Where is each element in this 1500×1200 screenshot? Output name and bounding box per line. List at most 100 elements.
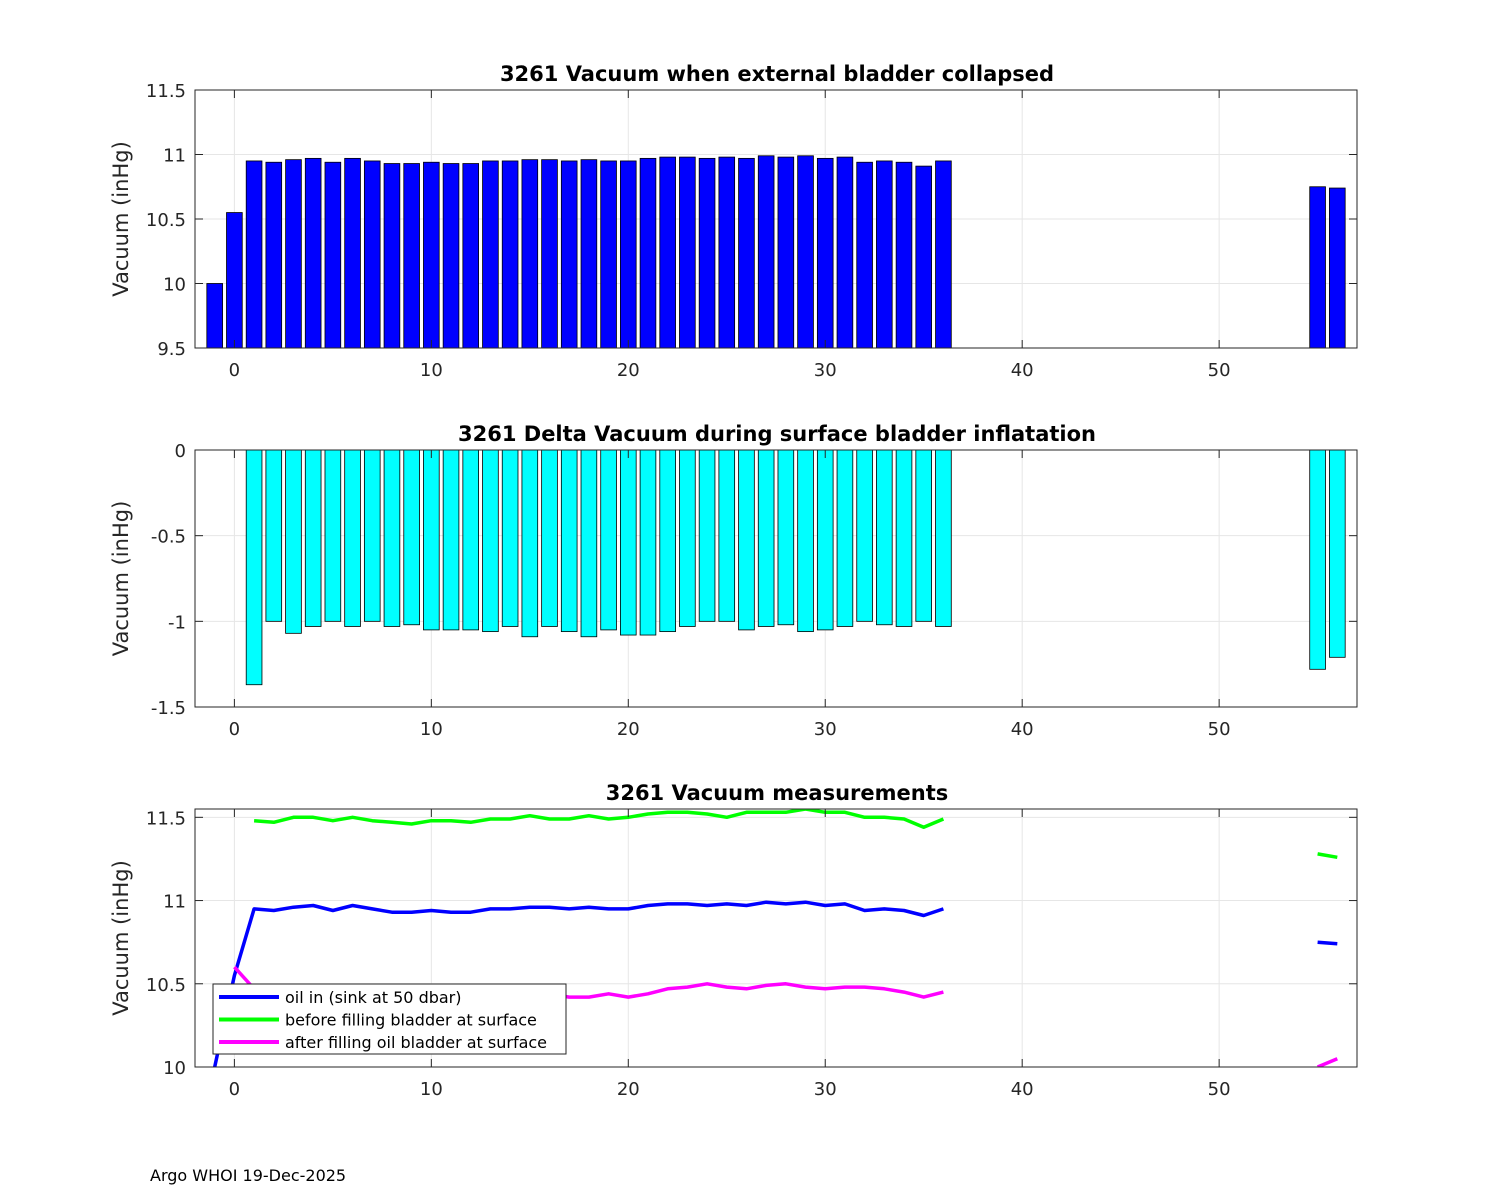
y-tick-label: -0.5 [151, 527, 186, 548]
x-tick-label: 0 [229, 719, 240, 740]
bar [836, 450, 854, 627]
chart-2: 0 10 20 30 40 50 -1.5 -1 -0.5 0 3261 Delta Vacuum … [109, 422, 1358, 740]
bar [403, 450, 420, 626]
y-tick-label: 0 [175, 441, 186, 462]
bar [797, 450, 814, 633]
bar [462, 450, 480, 631]
y-axis-label: Vacuum (inHg) [109, 501, 133, 657]
bar [245, 450, 263, 686]
chart-title: 3261 Delta Vacuum during surface bladder… [458, 422, 1096, 446]
bar [718, 450, 736, 622]
bar [383, 450, 401, 627]
bar [226, 212, 243, 348]
bar [659, 450, 676, 633]
bar [738, 450, 755, 631]
bar [1329, 187, 1346, 348]
bar [915, 165, 932, 348]
bar [1309, 186, 1326, 348]
legend: oil in (sink at 50 dbar) before filling b… [212, 983, 567, 1055]
y-tick-label: 11 [163, 892, 186, 913]
bar [600, 160, 617, 348]
bar [698, 450, 716, 622]
x-tick-label: 20 [617, 1079, 640, 1100]
bar [1329, 450, 1346, 658]
bar [856, 450, 873, 622]
series-line-1 [1317, 940, 1338, 946]
bar [639, 157, 657, 348]
bar [501, 450, 519, 627]
bar [580, 159, 598, 348]
bar [206, 283, 223, 348]
x-tick-label: 10 [420, 360, 443, 381]
series-line-2 [1317, 852, 1338, 860]
bar [482, 450, 499, 633]
bar [324, 450, 342, 622]
x-tick-label: 10 [420, 719, 443, 740]
bar [442, 163, 460, 348]
chart-1: 0 10 20 30 40 50 9.5 10 10.5 11 11.5 3261 Vacuum wh… [109, 62, 1358, 381]
bar [363, 450, 381, 622]
plot-content [206, 155, 1346, 348]
legend-label: after filling oil bladder at surface [285, 1033, 547, 1052]
bar [777, 156, 795, 348]
bar [620, 160, 637, 348]
y-tick-label: -1 [168, 612, 186, 633]
bar [895, 450, 913, 627]
axes-box [194, 449, 1358, 708]
x-tick-label: 50 [1208, 719, 1231, 740]
x-tick-label: 30 [814, 719, 837, 740]
bar [698, 157, 716, 348]
bar [403, 163, 420, 348]
bar [895, 161, 913, 348]
bar [679, 450, 696, 627]
bar [285, 159, 302, 348]
bar [1309, 450, 1326, 670]
bar [639, 450, 657, 636]
bar [462, 163, 480, 348]
bar [304, 157, 322, 348]
x-tick-label: 40 [1011, 719, 1034, 740]
bar [777, 450, 795, 626]
bar [521, 450, 539, 638]
bar [620, 450, 637, 636]
bar [423, 450, 440, 631]
bar [304, 450, 322, 627]
bar [659, 156, 676, 348]
y-tick-label: 11.5 [146, 81, 186, 102]
bar [245, 160, 263, 348]
bar [324, 161, 342, 348]
chart-title: 3261 Vacuum measurements [606, 781, 949, 805]
bar [501, 160, 519, 348]
bar [285, 450, 302, 634]
bar [718, 156, 736, 348]
bar [521, 159, 539, 348]
y-tick-label: 10.5 [146, 210, 186, 231]
y-tick-label: 11.5 [146, 808, 186, 829]
bar [816, 450, 834, 631]
bar [757, 450, 775, 627]
bar [265, 161, 283, 348]
x-tick-label: 50 [1208, 360, 1231, 381]
bar [580, 450, 598, 638]
y-axis-label: Vacuum (inHg) [109, 860, 133, 1016]
legend-label: oil in (sink at 50 dbar) [285, 988, 462, 1007]
bar [541, 450, 558, 627]
bar [600, 450, 617, 631]
x-tick-label: 20 [617, 360, 640, 381]
bar [816, 157, 834, 348]
y-tick-label: 11 [163, 146, 186, 167]
x-tick-label: 40 [1011, 1079, 1034, 1100]
bar [560, 160, 578, 348]
bar [423, 161, 440, 348]
bar [876, 160, 893, 348]
bar [363, 160, 381, 348]
bar [679, 156, 696, 348]
x-tick-label: 40 [1011, 360, 1034, 381]
bar [541, 159, 558, 348]
bar [876, 450, 893, 626]
footer-text: Argo WHOI 19-Dec-2025 [150, 1166, 347, 1185]
bar [344, 450, 361, 627]
bar [738, 157, 755, 348]
y-tick-label: 10.5 [146, 975, 186, 996]
